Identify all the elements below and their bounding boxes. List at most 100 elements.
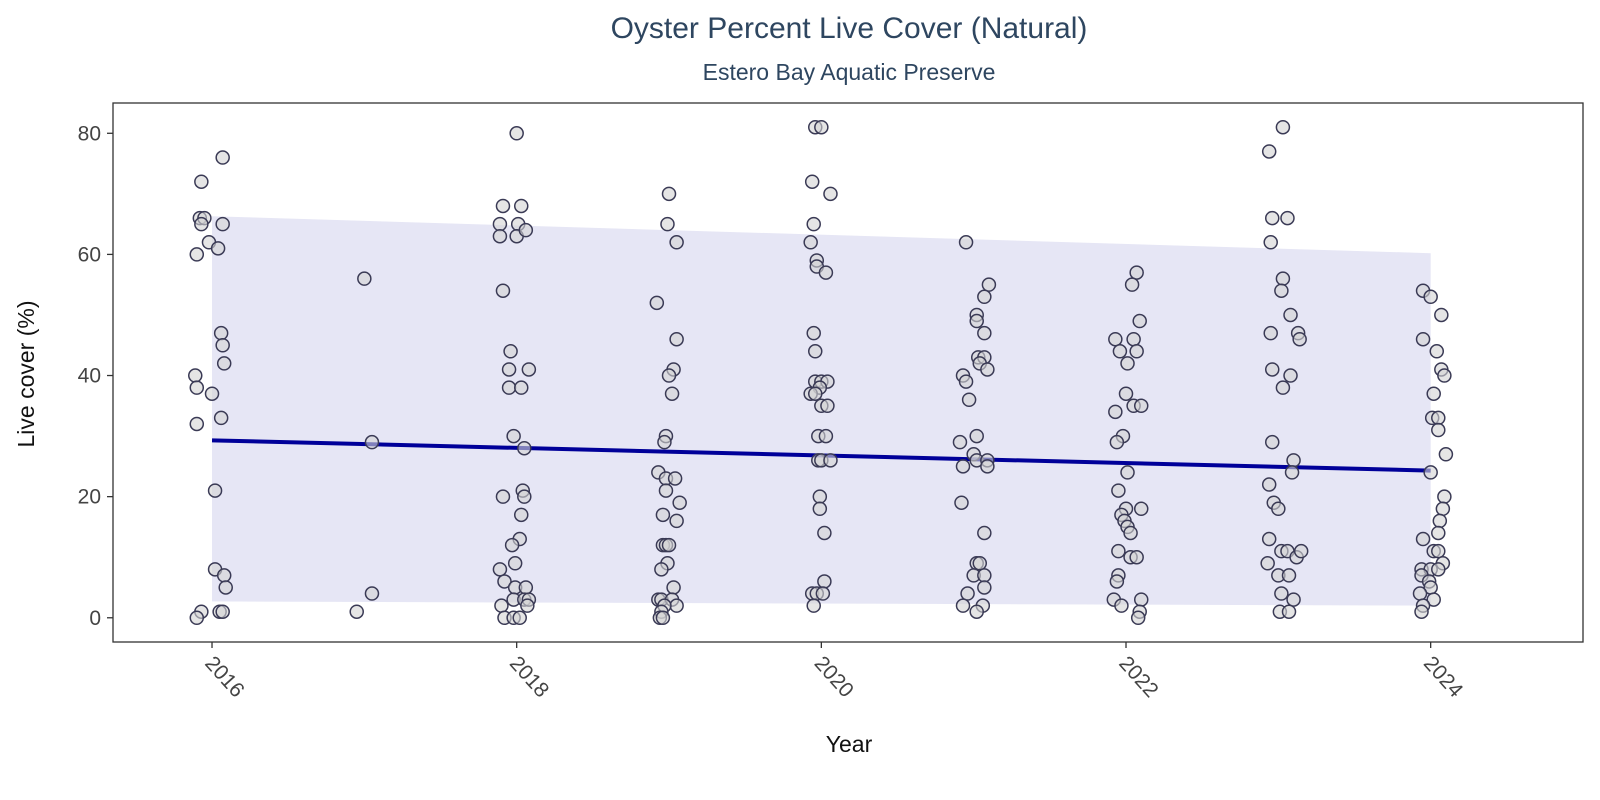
data-point: [215, 150, 230, 165]
data-point: [1426, 592, 1441, 607]
data-point: [1435, 501, 1451, 517]
data-point: [1271, 501, 1286, 517]
data-point: [1263, 325, 1278, 341]
data-point: [1415, 331, 1431, 347]
data-point: [189, 610, 205, 626]
data-point: [518, 580, 534, 595]
data-point: [669, 598, 684, 613]
data-point: [1261, 144, 1277, 159]
data-point: [980, 459, 995, 474]
data-point: [503, 344, 518, 359]
data-point: [672, 495, 687, 510]
data-point: [364, 586, 380, 601]
x-tick-label: 2022: [1114, 652, 1162, 702]
data-point: [661, 186, 677, 202]
y-tick-label: 40: [78, 365, 101, 388]
data-point: [504, 537, 520, 553]
data-point: [1124, 277, 1140, 292]
data-point: [495, 283, 511, 298]
data-point: [189, 380, 205, 395]
y-tick-label: 80: [78, 122, 101, 145]
data-point: [495, 198, 511, 214]
data-point: [1130, 610, 1146, 626]
data-point: [666, 580, 681, 595]
data-point: [1292, 331, 1307, 347]
x-tick-label: 2018: [505, 652, 553, 702]
data-point: [1129, 549, 1144, 565]
data-point: [804, 174, 820, 189]
data-point: [509, 126, 524, 141]
x-tick-label: 2016: [200, 652, 248, 702]
data-point: [654, 562, 669, 577]
data-point: [812, 501, 828, 517]
data-point: [823, 186, 838, 202]
data-point: [977, 580, 992, 595]
data-point: [1283, 368, 1298, 383]
data-point: [1438, 447, 1454, 462]
x-tick-label: 2024: [1419, 652, 1468, 702]
data-point: [188, 368, 203, 383]
data-point: [1133, 398, 1149, 414]
data-point: [215, 216, 230, 232]
data-point: [1293, 543, 1309, 559]
data-point: [655, 610, 671, 626]
y-tick-label: 20: [78, 486, 101, 509]
data-point: [812, 489, 828, 504]
data-point: [969, 313, 984, 329]
data-point: [1112, 344, 1128, 359]
data-point: [213, 325, 229, 341]
data-point: [817, 525, 832, 541]
data-point: [1431, 410, 1446, 426]
data-point: [1280, 210, 1295, 226]
data-point: [1423, 289, 1438, 305]
data-point: [215, 604, 230, 619]
data-point: [1415, 531, 1431, 547]
data-point: [1412, 586, 1428, 601]
data-point: [1432, 513, 1448, 529]
data-point: [1275, 380, 1291, 395]
data-point: [807, 344, 823, 359]
data-point: [814, 119, 829, 135]
data-point: [969, 604, 984, 619]
data-point: [517, 489, 532, 504]
data-point: [349, 604, 364, 619]
data-point: [815, 586, 831, 601]
data-point: [1133, 501, 1149, 517]
data-point: [977, 325, 992, 341]
data-point: [194, 216, 209, 232]
data-point: [1286, 453, 1301, 468]
data-point: [497, 574, 512, 589]
data-point: [661, 537, 677, 553]
x-tick-label: 2020: [810, 652, 858, 702]
data-point: [980, 362, 995, 377]
data-point: [1109, 574, 1125, 589]
data-point: [517, 440, 532, 456]
x-axis-title: Year: [826, 731, 873, 757]
data-point: [1431, 562, 1446, 577]
data-point: [969, 428, 984, 444]
chart-subtitle: Estero Bay Aquatic Preserve: [703, 59, 996, 85]
data-point: [1129, 265, 1144, 280]
chart-title: Oyster Percent Live Cover (Natural): [611, 12, 1088, 45]
data-point: [1118, 386, 1134, 401]
data-point: [210, 241, 226, 256]
data-point: [357, 271, 372, 286]
data-point: [1111, 543, 1126, 559]
data-point: [955, 459, 971, 474]
data-point: [1437, 489, 1452, 504]
data-point: [1431, 525, 1446, 541]
data-point: [213, 410, 229, 426]
data-point: [1129, 344, 1144, 359]
data-point: [507, 556, 523, 571]
data-point: [977, 525, 992, 541]
data-point: [204, 386, 220, 401]
data-point: [521, 362, 537, 377]
data-point: [1264, 362, 1280, 377]
data-point: [977, 568, 992, 583]
y-axis-title: Live cover (%): [13, 301, 39, 448]
data-point: [1283, 307, 1298, 323]
data-point: [958, 374, 974, 389]
data-point: [958, 235, 974, 250]
data-point: [1434, 307, 1449, 323]
